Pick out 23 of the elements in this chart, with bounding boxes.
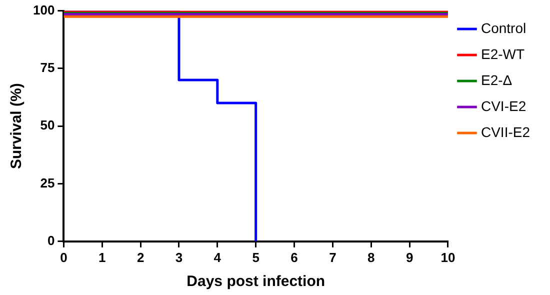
x-tick-label: 8 [368,250,375,265]
x-tick-label: 6 [290,250,298,265]
x-tick-label: 10 [440,250,456,265]
x-tick-label: 0 [60,250,68,265]
x-tick-label: 4 [214,250,222,265]
legend-label: CVI-E2 [480,98,526,114]
y-tick-label: 25 [40,175,55,190]
y-tick-label: 75 [40,60,55,76]
legend-label: E2-Δ [480,72,512,88]
x-tick-label: 1 [98,250,106,265]
legend-label: E2-WT [480,46,525,62]
legend-label: CVII-E2 [480,124,530,140]
x-tick-label: 7 [329,250,336,265]
y-axis-title: Survival (%) [8,83,26,170]
y-tick-label: 50 [40,118,55,133]
x-tick-label: 9 [406,250,414,265]
legend-label: Control [480,20,526,36]
x-tick-label: 5 [252,250,260,265]
x-axis-title: Days post infection [186,273,326,290]
x-tick-label: 3 [175,250,183,265]
y-tick-label: 100 [32,2,55,18]
x-tick-label: 2 [136,250,144,265]
y-tick-label: 0 [47,232,55,248]
